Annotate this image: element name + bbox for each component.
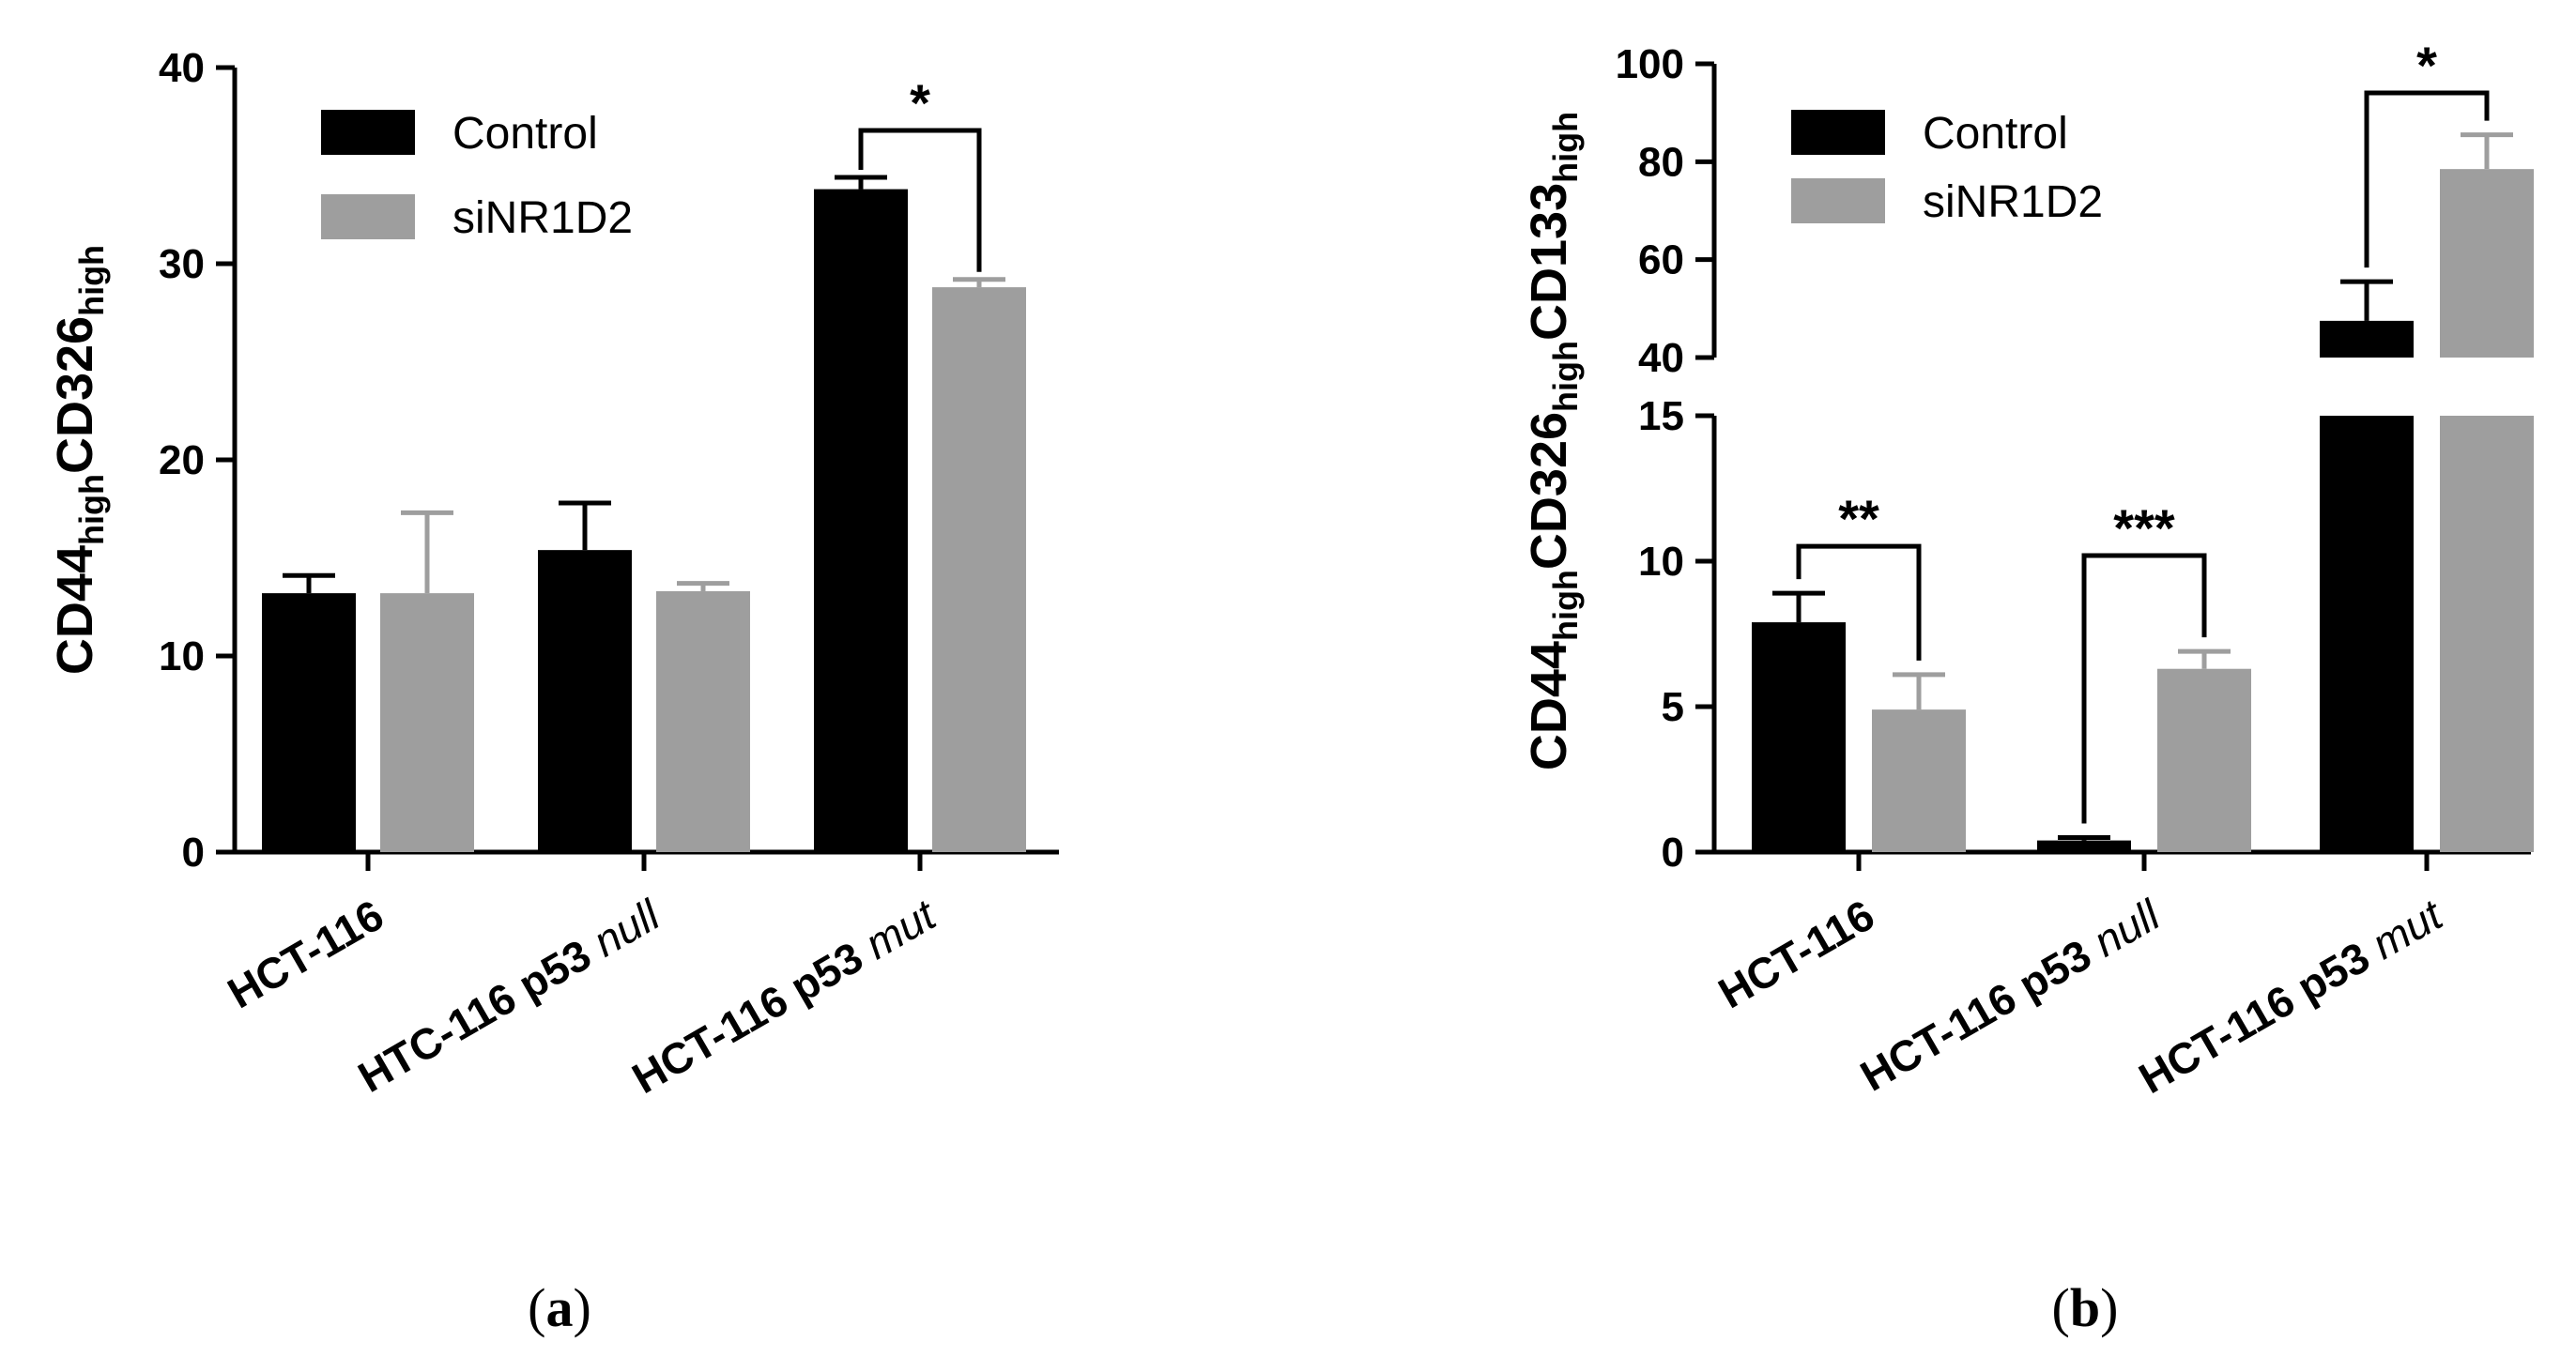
- bar-sinr1d2: [1872, 709, 1966, 852]
- panel-label-paren: ): [574, 1277, 591, 1338]
- legend-swatch-control: [321, 110, 415, 155]
- x-tick-label: HCT-116: [220, 891, 391, 1018]
- error-bar: [401, 510, 453, 594]
- significance-bracket: [858, 128, 982, 272]
- x-tick-label: HCT-116 p53 mut: [2131, 890, 2452, 1104]
- y-tick-label: 80: [1638, 139, 1684, 185]
- error-bar: [1772, 590, 1825, 623]
- y-axis-label-part: CD326: [47, 316, 103, 474]
- legend-label: Control: [452, 109, 598, 159]
- y-tick-label: 5: [1662, 684, 1684, 730]
- y-tick-label: 60: [1638, 237, 1684, 283]
- error-bar: [2461, 132, 2513, 170]
- legend-swatch-sinr1d2: [1791, 178, 1885, 223]
- y-axis-label-part: high: [72, 474, 111, 545]
- significance-label: *: [910, 73, 930, 132]
- bar-control: [2037, 840, 2131, 852]
- y-tick-label: 10: [159, 633, 205, 679]
- panel-a-chart: 010203040*CD44highCD326highControlsiNR1D…: [47, 45, 1059, 1338]
- y-tick-label: 40: [159, 45, 205, 91]
- legend-label: siNR1D2: [1923, 177, 2103, 227]
- y-axis-label: CD44highCD326high: [47, 245, 111, 675]
- bar-sinr1d2: [2157, 668, 2251, 852]
- significance-label: *: [2416, 36, 2437, 95]
- bar-control: [814, 189, 908, 852]
- error-bar: [559, 500, 611, 551]
- panel-label-paren: ): [2100, 1277, 2118, 1338]
- y-tick-label: 10: [1638, 539, 1684, 585]
- panel-label-paren: (: [2052, 1277, 2070, 1338]
- x-tick-label-main: HCT-116 p53: [2131, 926, 2388, 1103]
- x-tick-label: HCT-116: [1710, 891, 1882, 1018]
- panel-label: (a): [528, 1277, 591, 1338]
- bar-sinr1d2: [380, 593, 474, 852]
- y-tick-label: 20: [159, 437, 205, 483]
- y-axis-label-part: high: [1546, 570, 1585, 641]
- x-tick-label-main: HCT-116: [220, 891, 391, 1018]
- y-axis-label-part: CD326: [1521, 412, 1577, 570]
- x-tick-label-main: HCT-116 p53: [1852, 923, 2109, 1100]
- bar-control: [1752, 622, 1846, 852]
- error-bar: [835, 175, 887, 190]
- x-tick-label-main: HCT-116: [1710, 891, 1882, 1018]
- x-tick-label-main: HCT-116 p53: [624, 926, 882, 1103]
- y-tick-label: 100: [1616, 41, 1684, 87]
- legend-swatch-control: [1791, 110, 1885, 155]
- bar-sinr1d2-upper: [2440, 169, 2534, 358]
- panel-label-letter: a: [546, 1277, 574, 1338]
- significance-bracket: [1796, 543, 1922, 661]
- error-bar: [953, 277, 1005, 288]
- error-bar: [283, 572, 335, 594]
- error-bar: [677, 581, 729, 592]
- y-axis-label-part: high: [1546, 341, 1585, 412]
- x-tick-label: HCT-116 p53 mut: [624, 890, 945, 1104]
- y-axis-label-part: CD133: [1521, 183, 1577, 341]
- panel-label: (b): [2052, 1277, 2119, 1338]
- legend-label: siNR1D2: [452, 193, 633, 243]
- y-axis-label-part: high: [1546, 112, 1585, 183]
- y-axis-label-part: CD44: [47, 545, 103, 675]
- bar-control-lower: [2320, 416, 2414, 852]
- error-bar: [2178, 648, 2231, 669]
- error-bar: [1893, 672, 1945, 710]
- bar-control-upper: [2320, 320, 2414, 358]
- bar-control: [262, 593, 356, 852]
- bar-sinr1d2-lower: [2440, 416, 2534, 852]
- x-tick-label: HTC-116 p53 null: [350, 890, 669, 1102]
- bar-sinr1d2: [656, 591, 750, 852]
- significance-label: ***: [2113, 498, 2175, 557]
- x-tick-label: HCT-116 p53 null: [1852, 890, 2170, 1101]
- panel-label-letter: b: [2070, 1277, 2100, 1338]
- y-tick-label: 15: [1638, 393, 1684, 439]
- y-axis-label: CD44highCD326highCD133high: [1521, 112, 1585, 770]
- x-tick-label-main: HTC-116 p53: [350, 923, 609, 1101]
- panel-label-paren: (: [528, 1277, 545, 1338]
- y-tick-label: 0: [182, 830, 205, 876]
- bar-control: [538, 550, 632, 852]
- y-tick-label: 0: [1662, 830, 1684, 876]
- significance-bracket: [2364, 90, 2490, 268]
- legend-label: Control: [1923, 109, 2068, 159]
- error-bar: [2058, 835, 2110, 841]
- bar-sinr1d2: [932, 287, 1026, 853]
- y-tick-label: 30: [159, 241, 205, 287]
- y-tick-label: 40: [1638, 335, 1684, 381]
- legend-swatch-sinr1d2: [321, 194, 415, 239]
- y-axis-label-part: CD44: [1521, 641, 1577, 770]
- significance-label: **: [1838, 489, 1879, 548]
- error-bar: [2340, 279, 2393, 321]
- significance-bracket: [2081, 553, 2207, 824]
- y-axis-label-part: high: [72, 245, 111, 316]
